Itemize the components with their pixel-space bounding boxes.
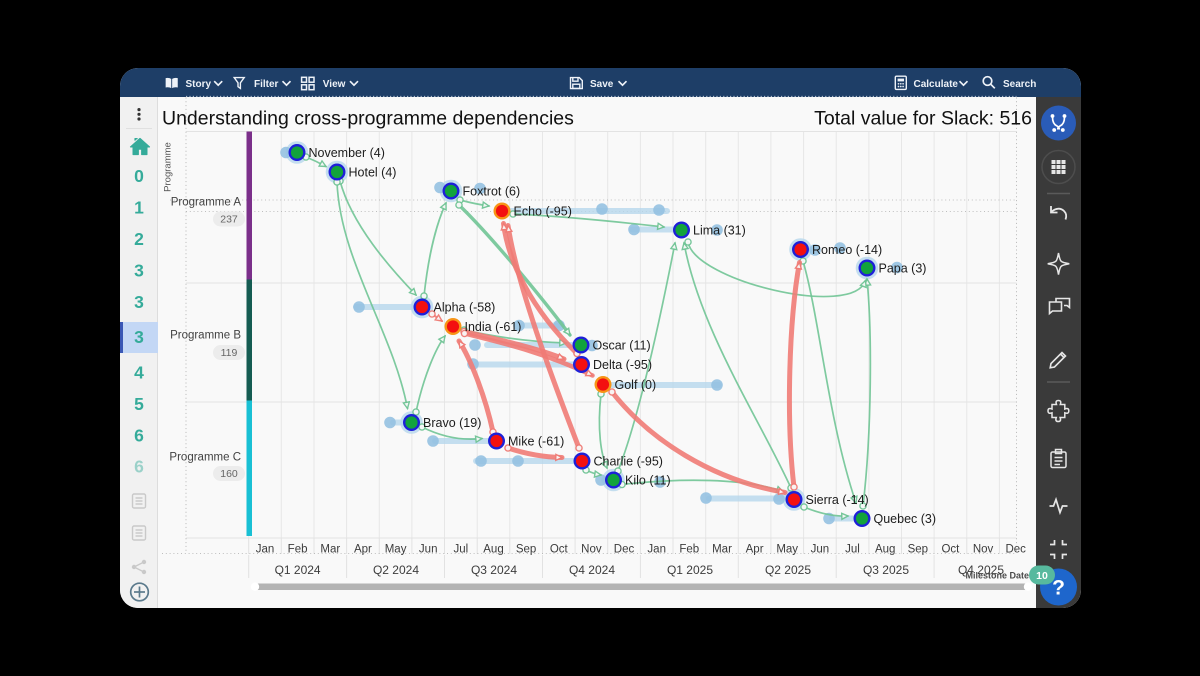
svg-text:Echo (-95): Echo (-95) [514,205,572,219]
svg-text:Filter: Filter [254,79,279,90]
svg-text:Lima (31): Lima (31) [693,224,746,238]
svg-text:119: 119 [221,347,238,359]
svg-text:Bravo (19): Bravo (19) [423,416,481,430]
svg-text:Total value for Slack: 516: Total value for Slack: 516 [814,108,1032,130]
svg-text:Jan: Jan [647,544,666,556]
svg-text:Quebec (3): Quebec (3) [874,512,937,526]
svg-text:4: 4 [134,363,144,383]
svg-text:6: 6 [134,426,144,446]
svg-text:?: ? [1052,577,1065,600]
svg-text:Oct: Oct [550,544,569,556]
svg-text:10: 10 [1036,570,1048,582]
svg-text:Mike (-61): Mike (-61) [508,435,564,449]
svg-text:Jul: Jul [453,544,468,556]
svg-text:Jun: Jun [811,544,830,556]
svg-text:2: 2 [134,229,144,249]
svg-text:Sep: Sep [908,544,928,556]
svg-text:Jul: Jul [845,544,860,556]
svg-text:Foxtrot (6): Foxtrot (6) [463,185,521,199]
svg-text:Dec: Dec [614,544,635,556]
svg-text:Nov: Nov [973,544,994,556]
svg-text:Feb: Feb [288,544,308,556]
svg-text:Aug: Aug [875,544,895,556]
svg-text:Apr: Apr [354,544,372,556]
svg-text:Save: Save [590,79,614,90]
svg-text:Aug: Aug [483,544,503,556]
svg-text:Apr: Apr [746,544,764,556]
svg-text:Papa (3): Papa (3) [879,262,927,276]
svg-text:1: 1 [134,198,144,218]
svg-text:Q4 2025: Q4 2025 [958,563,1004,577]
svg-text:Story: Story [186,79,212,90]
svg-text:Jun: Jun [419,544,438,556]
svg-text:Milestone Date: Milestone Date [965,571,1029,581]
svg-text:Feb: Feb [679,544,699,556]
svg-text:Sierra (-14): Sierra (-14) [806,493,869,507]
svg-text:Q4 2024: Q4 2024 [569,563,615,577]
svg-text:Alpha (-58): Alpha (-58) [434,301,496,315]
svg-text:Programme B: Programme B [170,330,241,342]
svg-text:May: May [385,544,407,556]
svg-text:Mar: Mar [712,544,732,556]
svg-text:Calculate: Calculate [914,79,959,90]
svg-text:Romeo (-14): Romeo (-14) [812,243,882,257]
svg-text:160: 160 [220,468,238,480]
svg-text:5: 5 [134,394,144,414]
svg-text:Delta (-95): Delta (-95) [593,358,652,372]
svg-text:Programme: Programme [163,142,174,192]
svg-text:Hotel (4): Hotel (4) [349,166,397,180]
svg-text:237: 237 [220,214,238,226]
svg-text:View: View [323,79,346,90]
svg-text:Q2 2025: Q2 2025 [765,563,811,577]
svg-text:Mar: Mar [320,544,340,556]
svg-text:Jan: Jan [256,544,275,556]
svg-text:Kilo (11): Kilo (11) [625,474,671,488]
svg-text:Dec: Dec [1005,544,1026,556]
svg-text:Q1 2024: Q1 2024 [275,563,321,577]
svg-text:May: May [776,544,798,556]
svg-text:Golf (0): Golf (0) [615,378,657,392]
svg-text:Nov: Nov [581,544,602,556]
svg-text:Q3 2024: Q3 2024 [471,563,517,577]
svg-text:Search: Search [1003,79,1036,90]
svg-text:Q1 2025: Q1 2025 [667,563,713,577]
svg-text:3: 3 [134,327,144,347]
svg-text:Sep: Sep [516,544,536,556]
svg-text:Charlie (-95): Charlie (-95) [594,455,663,469]
svg-text:November (4): November (4) [309,146,385,160]
svg-text:India (-61): India (-61) [465,320,522,334]
svg-text:Understanding cross-programme: Understanding cross-programme dependenci… [162,108,574,130]
svg-text:Programme C: Programme C [169,452,241,464]
svg-text:Oscar (11): Oscar (11) [593,339,651,353]
svg-text:Oct: Oct [941,544,960,556]
svg-text:3: 3 [134,261,144,281]
svg-text:0: 0 [134,166,144,186]
svg-text:Q2 2024: Q2 2024 [373,563,419,577]
svg-text:Programme A: Programme A [171,197,242,209]
svg-text:3: 3 [134,292,144,312]
svg-text:Q3 2025: Q3 2025 [863,563,909,577]
svg-text:6: 6 [134,457,144,477]
